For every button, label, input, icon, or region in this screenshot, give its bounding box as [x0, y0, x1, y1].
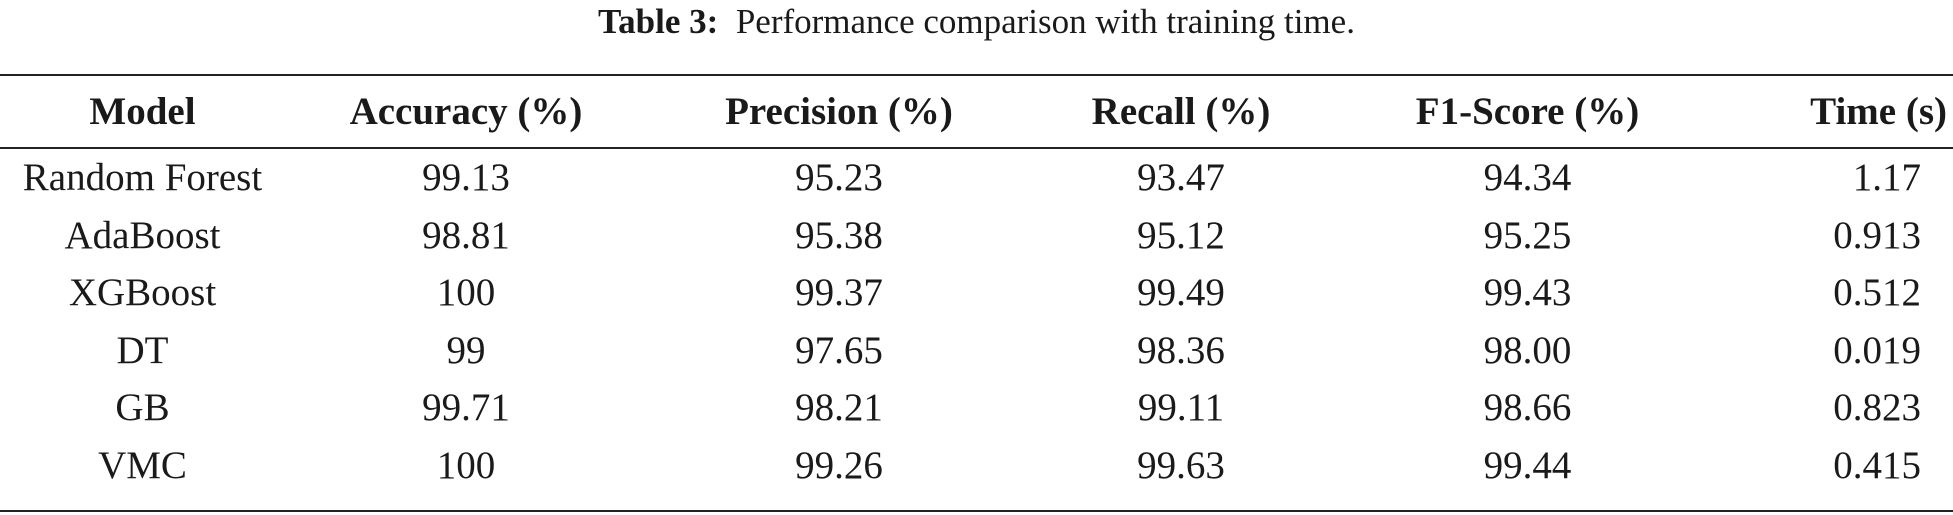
table-row: XGBoost 100 99.37 99.49 99.43 0.512 [0, 264, 1953, 322]
header-recall: Recall (%) [1091, 90, 1271, 133]
cell-time: 0.823 [1833, 386, 1921, 430]
cell-time: 1.17 [1852, 156, 1921, 200]
cell-time: 0.415 [1833, 443, 1921, 487]
cell-model: AdaBoost [64, 213, 221, 257]
cell-f1-score: 99.44 [1483, 443, 1572, 487]
cell-precision: 95.23 [795, 156, 883, 200]
cell-recall: 93.47 [1137, 156, 1225, 200]
cell-recall: 98.36 [1137, 328, 1225, 372]
table-row: Random Forest 99.13 95.23 93.47 94.34 1.… [0, 147, 1953, 207]
header-accuracy: Accuracy (%) [349, 90, 583, 133]
cell-recall: 99.63 [1137, 443, 1225, 487]
cell-recall: 99.49 [1137, 271, 1225, 315]
cell-f1-score: 98.00 [1483, 328, 1572, 372]
cell-accuracy: 100 [436, 271, 496, 315]
cell-recall: 95.12 [1137, 213, 1225, 257]
cell-time: 0.913 [1833, 213, 1921, 257]
header-row: Model Accuracy (%) Precision (%) Recall … [0, 76, 1953, 147]
cell-precision: 99.37 [795, 271, 883, 315]
header-f1-score: F1-Score (%) [1415, 90, 1640, 133]
top-rule [0, 74, 1953, 76]
table-caption: Table 3: Performance comparison with tra… [0, 0, 1953, 44]
cell-f1-score: 99.43 [1483, 271, 1572, 315]
cell-f1-score: 95.25 [1483, 213, 1572, 257]
header-rule [0, 147, 1953, 149]
table-caption-label: Table 3: [598, 2, 719, 41]
table-row: AdaBoost 98.81 95.38 95.12 95.25 0.913 [0, 207, 1953, 265]
cell-precision: 97.65 [795, 328, 883, 372]
cell-model: XGBoost [68, 271, 217, 315]
bottom-rule [0, 510, 1953, 512]
cell-accuracy: 99 [446, 328, 486, 372]
cell-accuracy: 99.13 [422, 156, 510, 200]
table-caption-text: Performance comparison with training tim… [735, 2, 1355, 41]
cell-accuracy: 98.81 [422, 213, 510, 257]
cell-recall: 99.11 [1137, 386, 1225, 430]
table-row: VMC 100 99.26 99.63 99.44 0.415 [0, 437, 1953, 495]
cell-time: 0.019 [1833, 328, 1921, 372]
header-precision: Precision (%) [725, 90, 953, 133]
header-model: Model [89, 90, 196, 133]
cell-accuracy: 100 [436, 443, 496, 487]
cell-f1-score: 98.66 [1483, 386, 1572, 430]
header-time: Time (s) [1810, 90, 1947, 133]
cell-precision: 98.21 [795, 386, 883, 430]
cell-time: 0.512 [1833, 271, 1921, 315]
table-row: GB 99.71 98.21 99.11 98.66 0.823 [0, 379, 1953, 437]
performance-table: Model Accuracy (%) Precision (%) Recall … [0, 76, 1953, 494]
cell-model: GB [115, 386, 170, 430]
cell-accuracy: 99.71 [422, 386, 510, 430]
cell-model: DT [116, 328, 169, 372]
cell-f1-score: 94.34 [1483, 156, 1572, 200]
cell-model: Random Forest [22, 156, 263, 200]
table-row: DT 99 97.65 98.36 98.00 0.019 [0, 322, 1953, 380]
cell-precision: 95.38 [795, 213, 883, 257]
cell-model: VMC [98, 443, 187, 487]
cell-precision: 99.26 [795, 443, 883, 487]
